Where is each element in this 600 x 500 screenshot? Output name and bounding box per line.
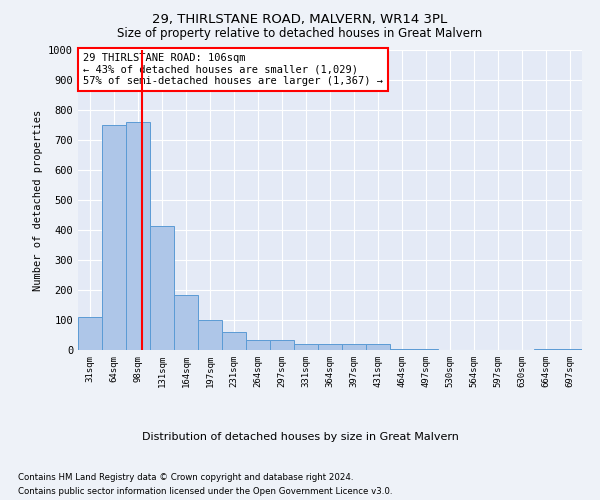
Y-axis label: Number of detached properties: Number of detached properties bbox=[32, 110, 43, 290]
Text: Contains public sector information licensed under the Open Government Licence v3: Contains public sector information licen… bbox=[18, 488, 392, 496]
Bar bbox=[534, 348, 558, 350]
Bar bbox=[366, 344, 390, 350]
Bar bbox=[414, 348, 438, 350]
Text: Distribution of detached houses by size in Great Malvern: Distribution of detached houses by size … bbox=[142, 432, 458, 442]
Text: Size of property relative to detached houses in Great Malvern: Size of property relative to detached ho… bbox=[118, 28, 482, 40]
Text: Contains HM Land Registry data © Crown copyright and database right 2024.: Contains HM Land Registry data © Crown c… bbox=[18, 472, 353, 482]
Bar bbox=[150, 226, 174, 350]
Bar bbox=[198, 320, 222, 350]
Bar bbox=[270, 340, 294, 350]
Bar bbox=[318, 344, 342, 350]
Bar bbox=[174, 294, 198, 350]
Bar bbox=[222, 332, 246, 350]
Bar bbox=[126, 122, 150, 350]
Bar bbox=[294, 344, 318, 350]
Bar bbox=[78, 317, 102, 350]
Bar bbox=[390, 348, 414, 350]
Bar bbox=[246, 340, 270, 350]
Text: 29 THIRLSTANE ROAD: 106sqm
← 43% of detached houses are smaller (1,029)
57% of s: 29 THIRLSTANE ROAD: 106sqm ← 43% of deta… bbox=[83, 53, 383, 86]
Bar bbox=[342, 344, 366, 350]
Bar bbox=[558, 348, 582, 350]
Bar bbox=[102, 125, 126, 350]
Text: 29, THIRLSTANE ROAD, MALVERN, WR14 3PL: 29, THIRLSTANE ROAD, MALVERN, WR14 3PL bbox=[152, 12, 448, 26]
